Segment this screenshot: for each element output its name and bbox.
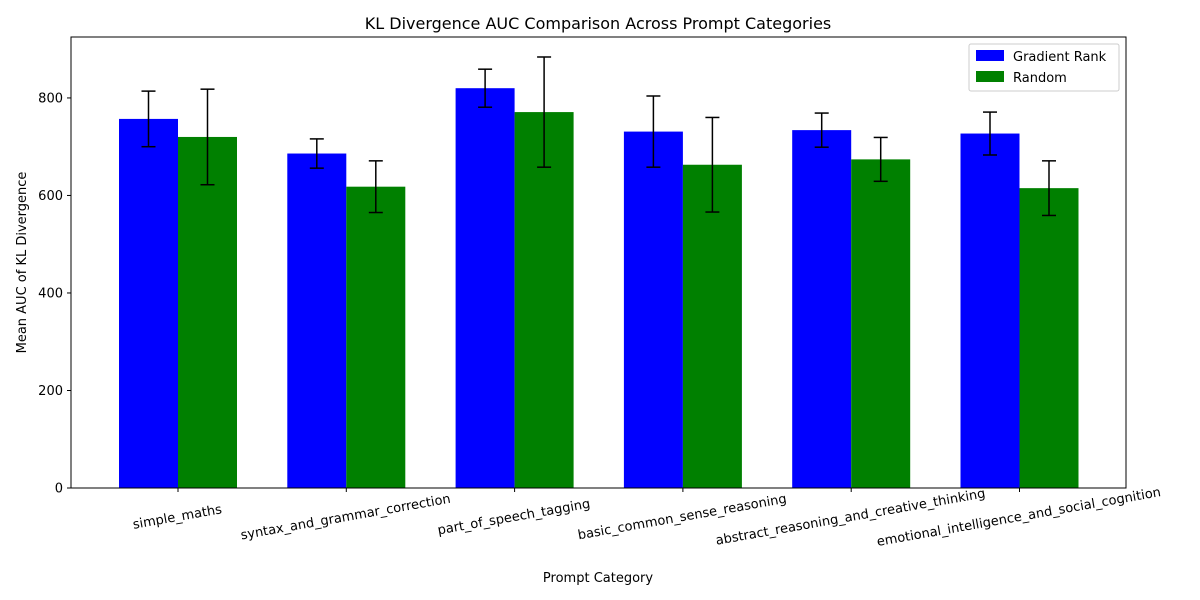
y-tick-label-600: 600 xyxy=(38,189,63,204)
bar-gradient-rank-part-of-speech-tagging xyxy=(455,88,515,489)
y-tick-label-200: 200 xyxy=(38,384,63,399)
x-axis-label: Prompt Category xyxy=(543,571,653,586)
legend: Gradient Rank Random xyxy=(968,43,1120,92)
bars-layer xyxy=(119,88,1079,489)
bar-random-part-of-speech-tagging xyxy=(514,112,574,489)
bar-gradient-rank-abstract-reasoning-and-creative-thinking xyxy=(792,130,852,488)
y-tick-label-0: 0 xyxy=(55,482,63,497)
y-axis-label: Mean AUC of KL Divergence xyxy=(15,172,30,354)
bar-random-basic-common-sense-reasoning xyxy=(682,164,742,488)
bar-gradient-rank-simple-maths xyxy=(119,118,178,489)
y-tick-label-400: 400 xyxy=(38,286,63,301)
legend-label-gradient-rank: Gradient Rank xyxy=(1013,50,1107,65)
bar-random-emotional-intelligence-and-social-cognition xyxy=(1019,188,1079,489)
plot-frame xyxy=(70,36,1127,489)
y-tick-label-800: 800 xyxy=(38,91,63,106)
bar-gradient-rank-syntax-and-grammar-correction xyxy=(287,153,347,488)
legend-swatch-random xyxy=(976,71,1004,82)
legend-box xyxy=(968,43,1120,92)
chart-title: KL Divergence AUC Comparison Across Prom… xyxy=(365,14,832,33)
bar-gradient-rank-emotional-intelligence-and-social-cognition xyxy=(960,133,1020,488)
error-bars-layer xyxy=(141,56,1056,217)
y-axis: 0 200 400 600 800 xyxy=(38,91,71,497)
bar-random-syntax-and-grammar-correction xyxy=(346,186,406,489)
bar-gradient-rank-basic-common-sense-reasoning xyxy=(623,131,683,488)
bar-random-simple-maths xyxy=(178,136,237,488)
bar-random-abstract-reasoning-and-creative-thinking xyxy=(851,159,911,488)
legend-swatch-gradient-rank xyxy=(976,50,1004,61)
legend-label-random: Random xyxy=(1013,71,1067,86)
